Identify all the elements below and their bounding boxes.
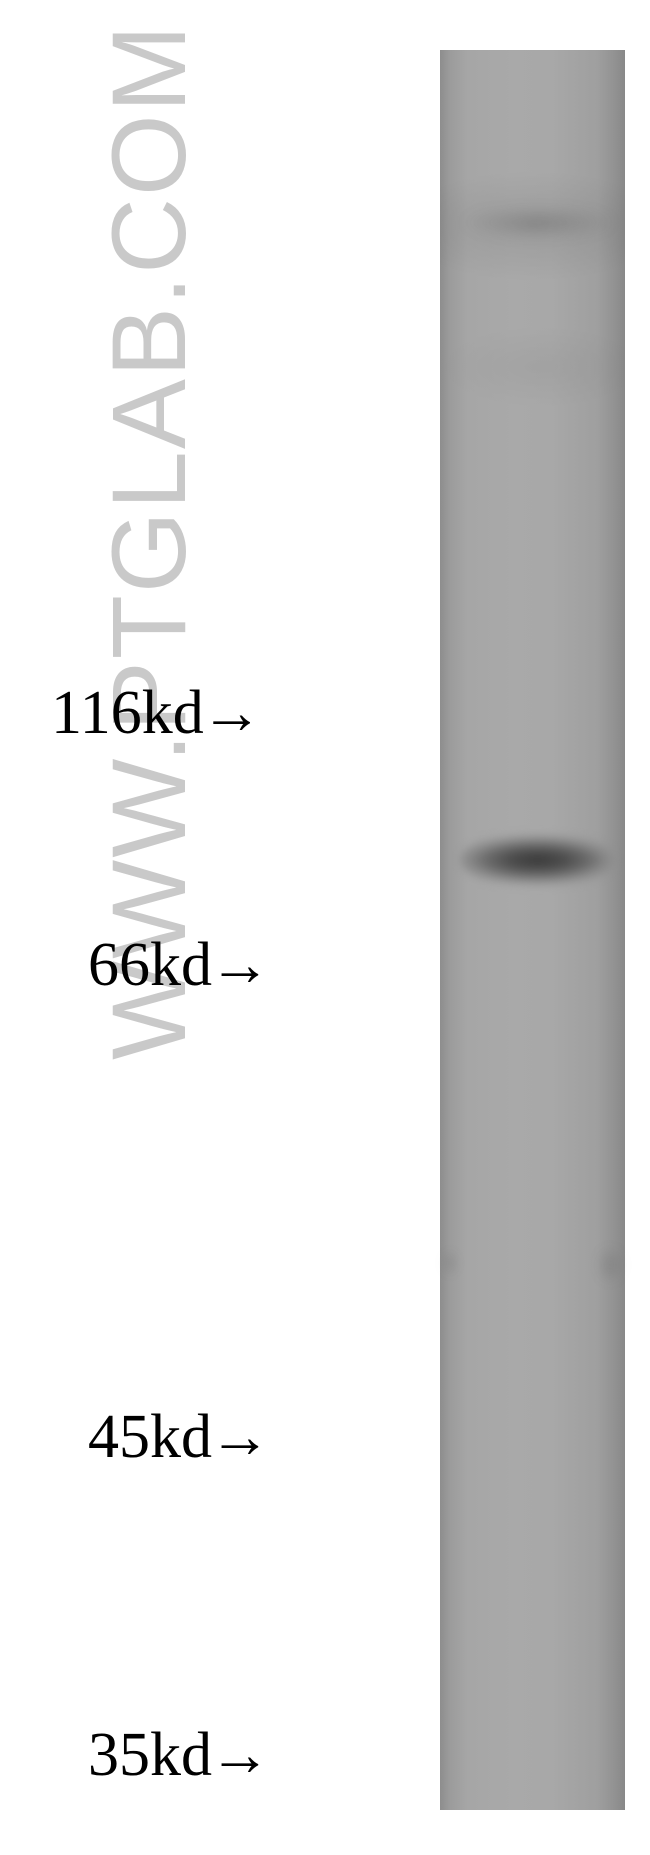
faint-band-top — [465, 205, 613, 240]
arrow-icon: → — [201, 678, 263, 749]
blot-background-texture — [440, 50, 625, 1810]
marker-label-text: 45kd — [88, 1403, 212, 1471]
smudge-right-45kd — [595, 1245, 625, 1285]
marker-35kd: 35kd→ — [88, 1720, 271, 1791]
smudge-left-45kd — [440, 1248, 460, 1278]
western-blot-figure: WWW.PTGLAB.COM 116kd→ 66kd→ 45kd→ 35kd→ — [0, 0, 650, 1855]
main-band — [460, 830, 615, 890]
marker-66kd: 66kd→ — [88, 930, 271, 1001]
arrow-icon: → — [209, 1402, 271, 1473]
arrow-icon: → — [209, 930, 271, 1001]
marker-label-text: 35kd — [88, 1721, 212, 1789]
arrow-icon: → — [209, 1720, 271, 1791]
marker-label-text: 116kd — [51, 679, 204, 747]
marker-45kd: 45kd→ — [88, 1402, 271, 1473]
marker-label-text: 66kd — [88, 931, 212, 999]
blot-lane — [440, 50, 625, 1810]
watermark-text: WWW.PTGLAB.COM — [90, 23, 210, 1060]
marker-116kd: 116kd→ — [51, 678, 263, 749]
